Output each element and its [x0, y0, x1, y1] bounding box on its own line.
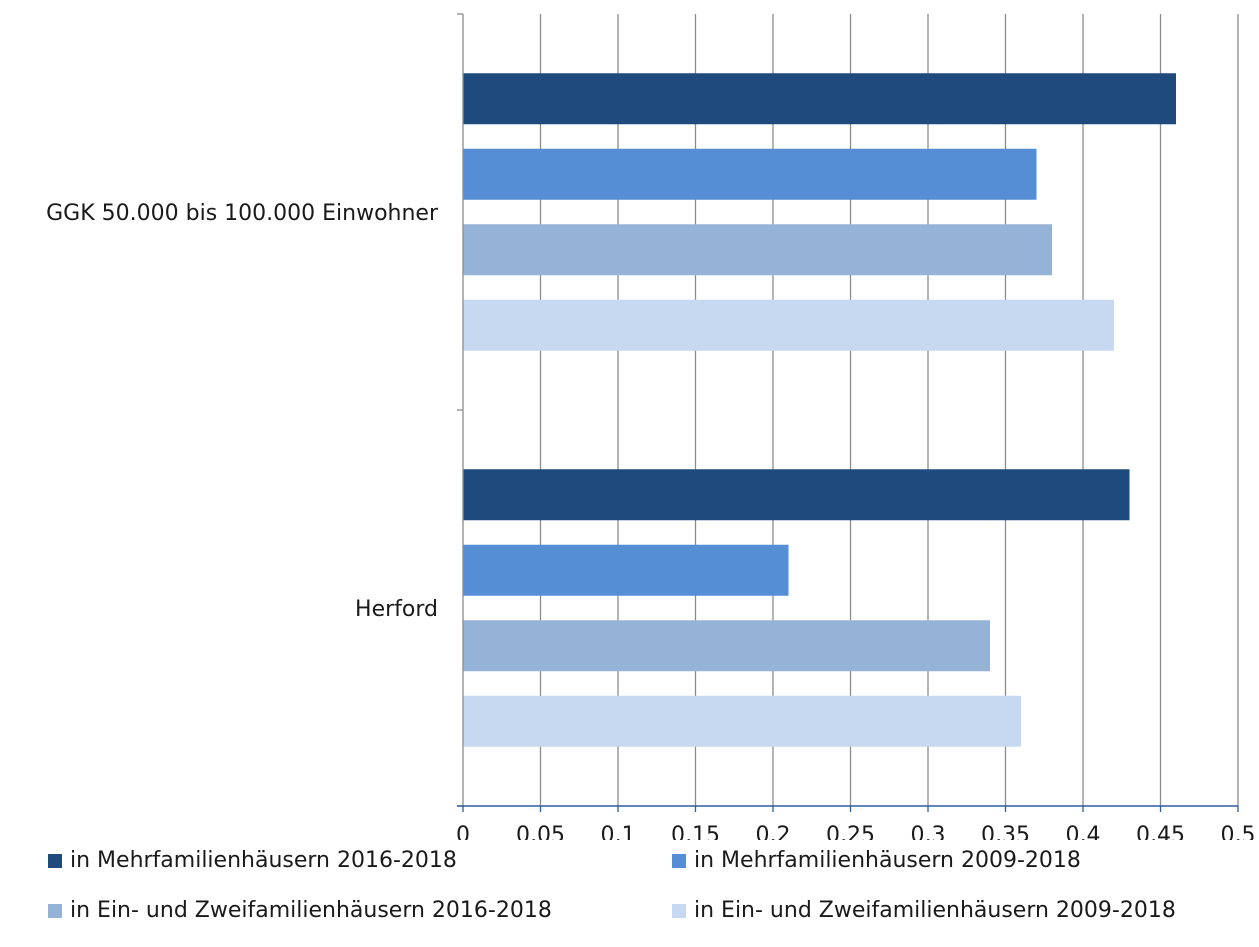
legend-swatch: [48, 903, 62, 918]
x-tick-label: 0: [456, 823, 470, 840]
legend-item-mfh-2016: in Mehrfamilienhäusern 2016-2018: [48, 848, 457, 873]
bar: [463, 73, 1176, 125]
bar: [463, 299, 1114, 351]
category-label: Herford: [355, 597, 438, 622]
x-tick-label: 0,5: [1221, 823, 1256, 840]
legend-swatch: [672, 903, 686, 918]
x-tick-label: 0,3: [911, 823, 946, 840]
bar: [463, 695, 1021, 747]
legend-item-ezfh-2009: in Ein- und Zweifamilienhäusern 2009-201…: [672, 898, 1176, 923]
x-tick-label: 0,05: [516, 823, 565, 840]
bar: [463, 620, 990, 672]
bar: [463, 148, 1037, 200]
bar: [463, 544, 789, 596]
x-tick-label: 0,4: [1066, 823, 1101, 840]
bar-chart: 0 0,05 0,1 0,15 0,2 0,25 0,3 0,35 0,4 0,45 0,5 GGK …: [46, 13, 1256, 840]
x-tick-label: 0,45: [1136, 823, 1185, 840]
legend-label: in Mehrfamilienhäusern 2016-2018: [70, 848, 457, 873]
legend-swatch: [48, 853, 62, 868]
x-tick-label: 0,15: [671, 823, 720, 840]
x-tick-label: 0,35: [981, 823, 1030, 840]
legend-item-mfh-2009: in Mehrfamilienhäusern 2009-2018: [672, 848, 1081, 873]
legend-label: in Ein- und Zweifamilienhäusern 2016-201…: [70, 898, 552, 923]
legend-swatch: [672, 853, 686, 868]
bar: [463, 469, 1130, 521]
legend-label: in Mehrfamilienhäusern 2009-2018: [694, 848, 1081, 873]
legend-label: in Ein- und Zweifamilienhäusern 2009-201…: [694, 898, 1176, 923]
x-tick-label: 0,2: [756, 823, 791, 840]
x-tick-label: 0,1: [601, 823, 636, 840]
legend: in Mehrfamilienhäusern 2016-2018 in Mehr…: [0, 840, 1259, 947]
legend-item-ezfh-2016: in Ein- und Zweifamilienhäusern 2016-201…: [48, 898, 552, 923]
category-label: GGK 50.000 bis 100.000 Einwohner: [46, 201, 439, 226]
bar: [463, 224, 1052, 276]
x-tick-label: 0,25: [826, 823, 875, 840]
